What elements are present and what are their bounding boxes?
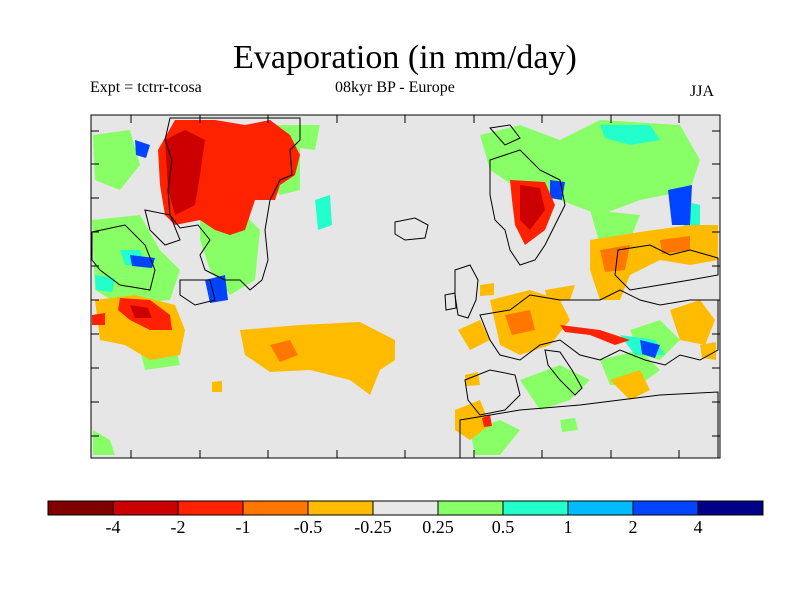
italy-coast (544, 349, 583, 396)
axis-ticks (91, 115, 720, 458)
anomaly-patch (560, 418, 578, 432)
anomaly-patch (610, 370, 650, 400)
anomaly-patch (92, 313, 105, 325)
anomaly-patch (600, 245, 630, 272)
anomaly-patch (668, 185, 692, 225)
colorbar-swatch (307, 500, 374, 516)
anomaly-patch (165, 130, 205, 215)
anomaly-patch (212, 381, 222, 392)
experiment-label: Expt = tctrr-tcosa (90, 79, 202, 96)
anomaly-patch (130, 305, 152, 318)
colorbar-tick-label: -1 (235, 517, 251, 537)
colorbar-swatch (47, 500, 114, 516)
anomaly-patch (640, 340, 660, 358)
colorbar-tick-label: 0.5 (491, 517, 515, 537)
anomaly-patch (545, 285, 575, 302)
anomaly-patch (300, 125, 320, 150)
newfoundland-coast (179, 279, 216, 306)
anomaly-patch (505, 310, 535, 335)
plot-title: Evaporation (in mm/day) (233, 39, 577, 76)
anomaly-patch (670, 300, 715, 345)
colorbar-tick-label: 1 (563, 517, 573, 537)
europe-coast (479, 289, 719, 366)
anomaly-patch (560, 325, 630, 345)
anomaly-patch (482, 415, 492, 427)
period-region-label: 08kyr BP - Europe (335, 79, 455, 96)
colorbar-tick-label: -0.25 (354, 517, 392, 537)
svalbard-coast (489, 124, 521, 146)
colorbar-swatch (632, 500, 699, 516)
anomaly-patch (135, 140, 150, 158)
greenland-coast (164, 117, 301, 291)
colorbar-tick-label: -4 (105, 517, 121, 537)
anomaly-patch (520, 185, 545, 230)
anomaly-patch (458, 320, 490, 350)
anomaly-patch (700, 342, 716, 360)
anomaly-patch (480, 283, 494, 296)
anomaly-patch (315, 195, 332, 230)
anomaly-patch (95, 275, 115, 292)
colorbar-tick-label: 2 (628, 517, 638, 537)
anomaly-patch (130, 255, 155, 268)
labrador-coast (91, 224, 156, 291)
season-label: JJA (690, 83, 715, 100)
anomaly-patch (660, 236, 690, 254)
iceland-coast (394, 217, 429, 241)
colorbar-tick-label: 4 (693, 517, 703, 537)
colorbar-tick-label: 0.25 (422, 517, 454, 537)
anomaly-patch (540, 385, 565, 405)
colorbar-swatch (697, 500, 764, 516)
colorbar-swatch (502, 500, 569, 516)
anomaly-patch (600, 350, 660, 385)
coastlines (91, 117, 719, 459)
ireland-coast (444, 292, 457, 311)
anomaly-patch (455, 400, 490, 440)
anomaly-patch (270, 340, 298, 362)
evaporation-anomaly-field (92, 120, 718, 455)
colorbar-swatch (437, 500, 504, 516)
colorbar-swatch (112, 500, 179, 516)
colorbar-tick-label: -0.5 (293, 517, 323, 537)
iberia-coast (464, 369, 521, 416)
colorbar (47, 500, 764, 516)
colorbar-swatch (567, 500, 634, 516)
anomaly-patch (240, 322, 395, 395)
colorbar-tick-label: -2 (170, 517, 186, 537)
colorbar-swatch (177, 500, 244, 516)
colorbar-swatch (242, 500, 309, 516)
eastern-europe-coast (614, 244, 719, 291)
anomaly-patch (600, 125, 660, 145)
colorbar-swatch (372, 500, 439, 516)
baffin-island-coast (144, 209, 181, 246)
scandinavia-coast (489, 149, 566, 266)
anomaly-patch (93, 130, 140, 190)
